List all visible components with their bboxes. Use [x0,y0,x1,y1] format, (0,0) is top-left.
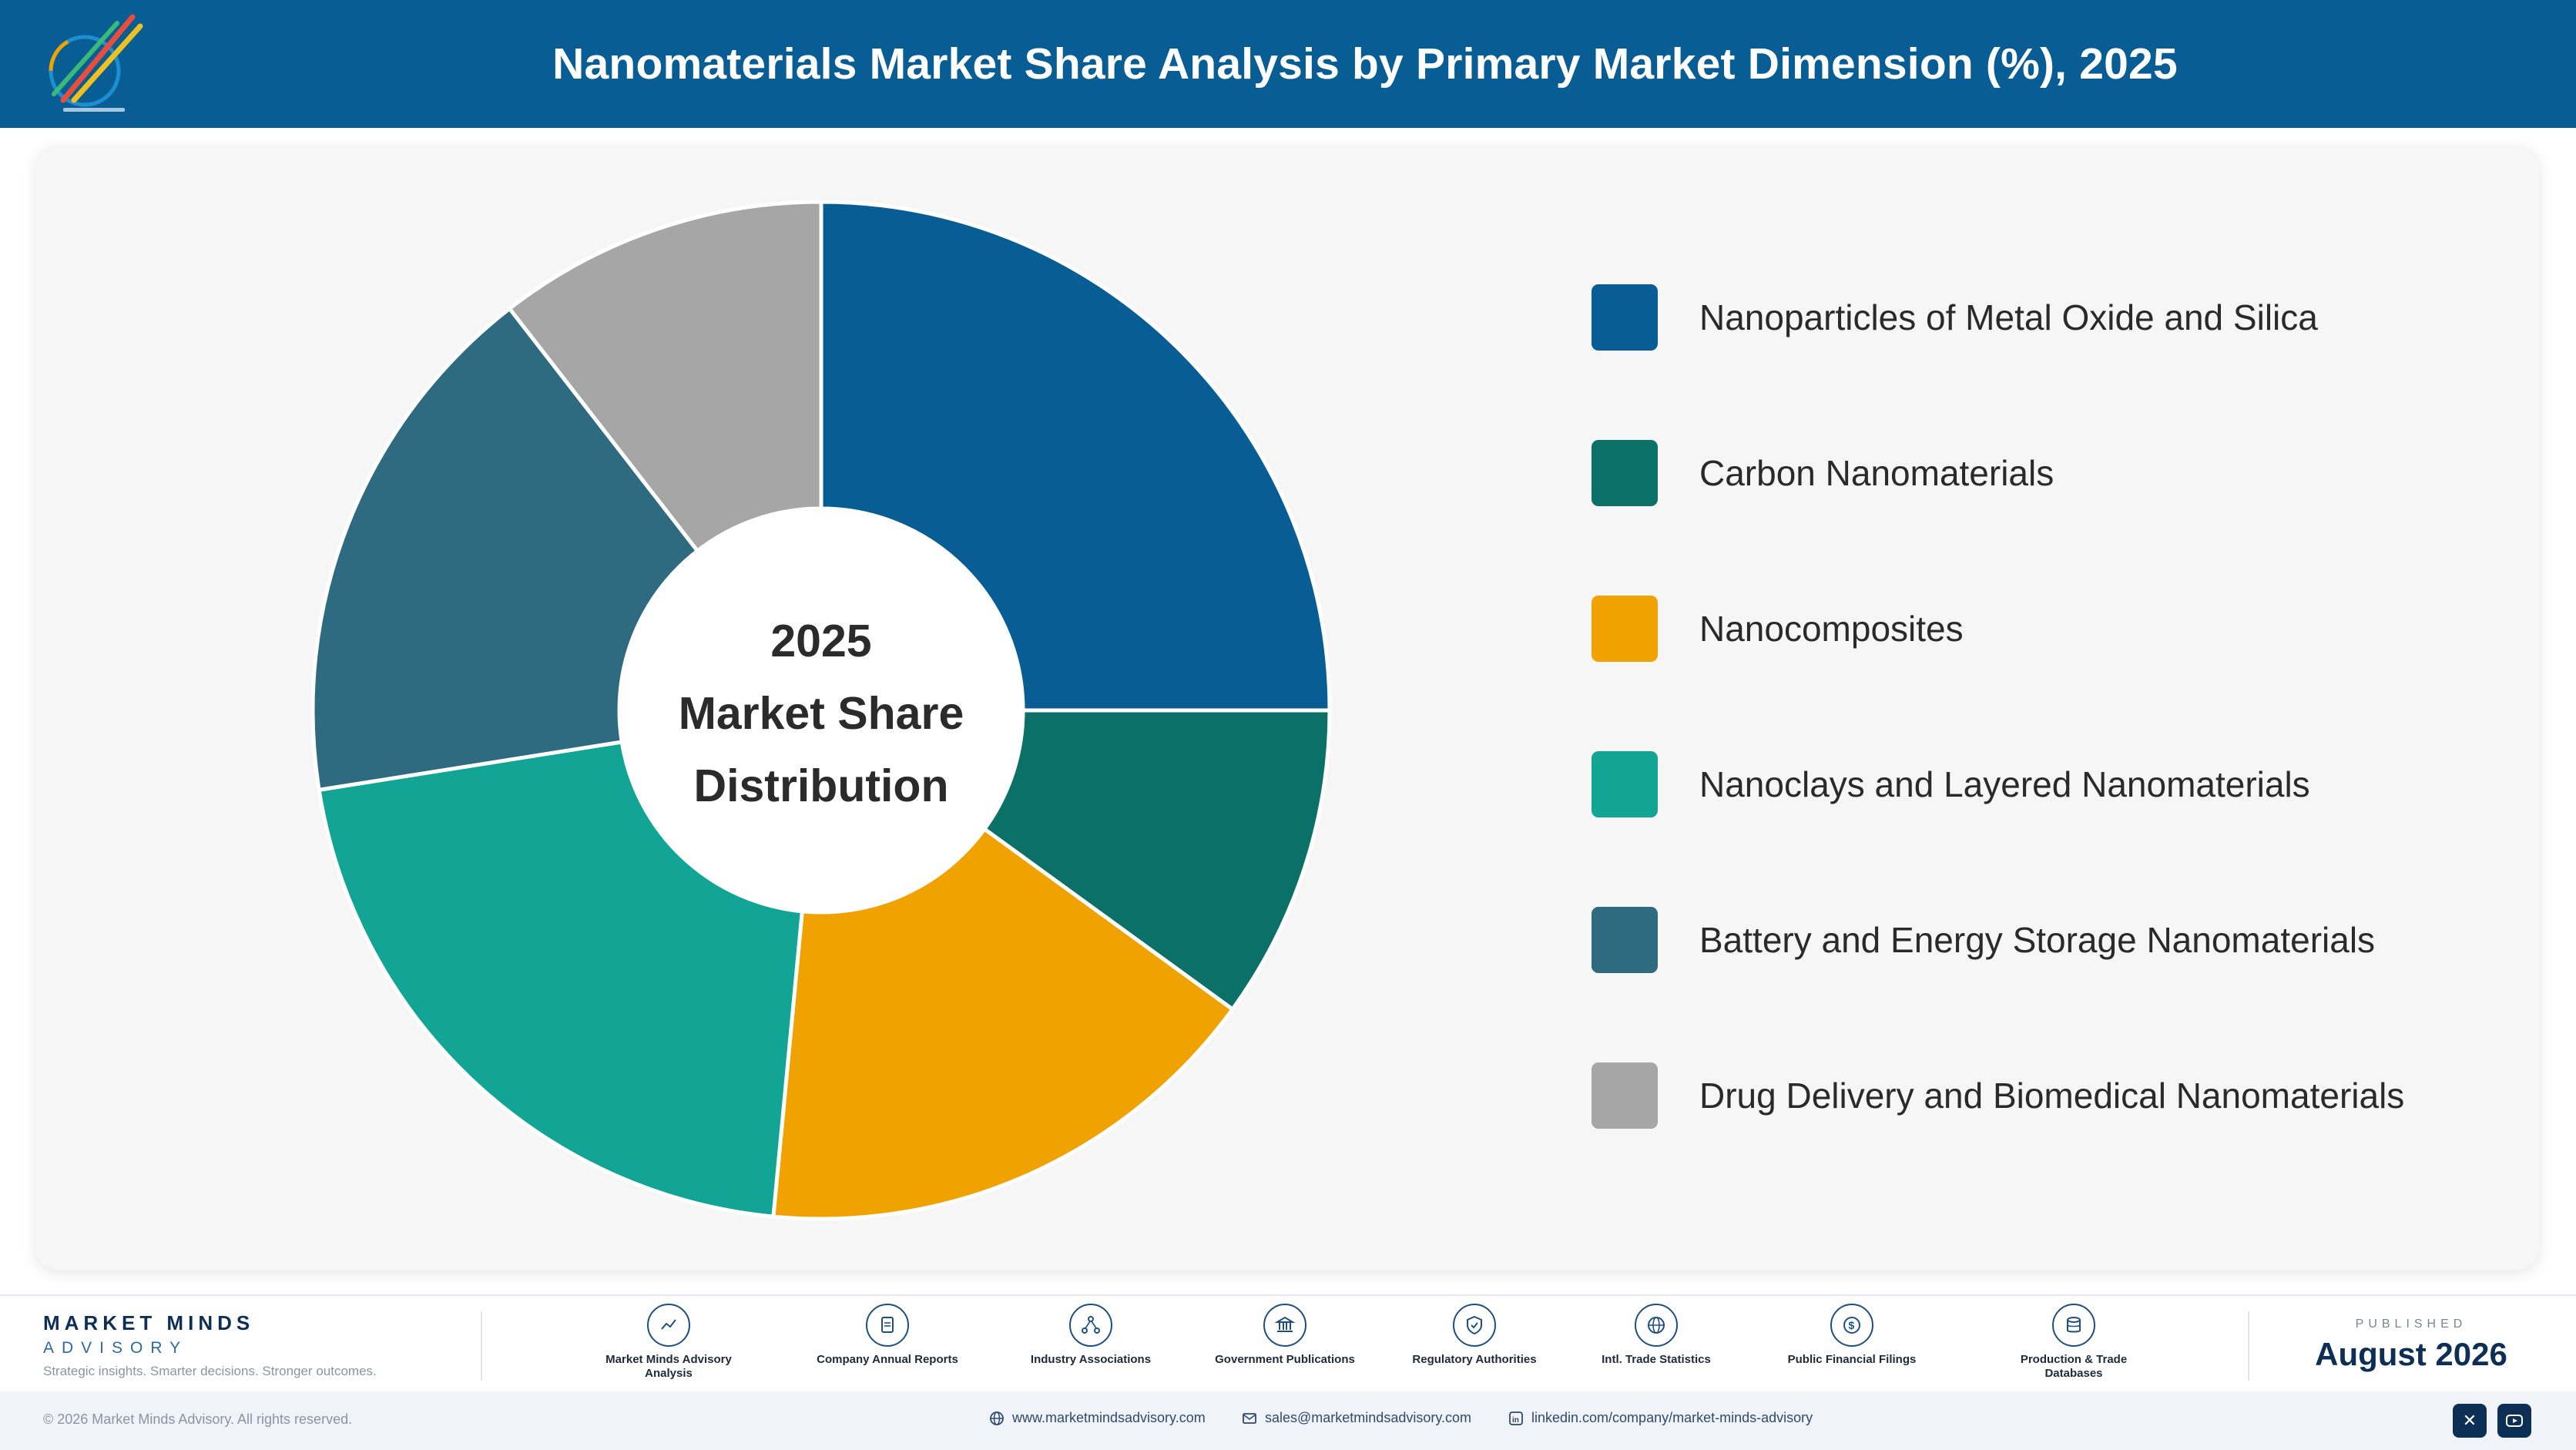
legend-label: Nanoparticles of Metal Oxide and Silica [1699,297,2318,337]
legend-item: Drug Delivery and Biomedical Nanomateria… [1592,1062,2404,1129]
legend-swatch [1592,596,1658,662]
linkedin-link[interactable]: in linkedin.com/company/market-minds-adv… [1508,1410,1813,1426]
legend-swatch [1592,751,1658,817]
legend-label: Nanocomposites [1699,609,1964,649]
brand-tagline: Strategic insights. Smarter decisions. S… [43,1364,377,1378]
legend-label: Carbon Nanomaterials [1699,453,2054,493]
x-icon[interactable]: ✕ [2453,1404,2487,1438]
source-item: Intl. Trade Statistics [1575,1304,1737,1367]
legend-swatch [1592,907,1658,973]
mail-icon [1243,1412,1256,1424]
source-label: Public Financial Filings [1787,1353,1917,1366]
linkedin-icon: in [1509,1411,1523,1425]
website-link[interactable]: www.marketmindsadvisory.com [989,1410,1206,1426]
database-icon [2052,1304,2095,1347]
center-label-line-3: Distribution [693,760,949,811]
donut-hole [619,509,1023,912]
legend-item: Nanoclays and Layered Nanomaterials [1592,750,2310,818]
linkedin-text: linkedin.com/company/market-minds-adviso… [1531,1410,1813,1425]
shield-check-icon [1453,1304,1496,1347]
legend-swatch [1592,440,1658,506]
center-label-line-2: Market Share [678,688,964,739]
svg-text:$: $ [1849,1319,1855,1331]
legend-swatch [1592,1062,1658,1129]
legend-item: Nanocomposites [1592,595,1964,663]
page-title: Nanomaterials Market Share Analysis by P… [552,39,2178,89]
legend-swatch [1592,284,1658,351]
published-date: August 2026 [2315,1336,2507,1372]
chart-card: 2025 Market Share Distribution Nanoparti… [35,146,2539,1270]
brand-name: MARKET MINDS [43,1311,255,1334]
source-label: Government Publications [1215,1353,1355,1366]
legend-label: Battery and Energy Storage Nanomaterials [1699,920,2376,960]
source-label: Company Annual Reports [817,1353,958,1366]
globe-icon [990,1411,1004,1425]
published-label: PUBLISHED [2355,1317,2467,1331]
divider [481,1311,482,1381]
center-label-year: 2025 [770,616,872,666]
globe-icon [1635,1304,1678,1347]
copyright: © 2026 Market Minds Advisory. All rights… [43,1411,353,1427]
source-item: Industry Associations [1010,1304,1172,1367]
email-link[interactable]: sales@marketmindsadvisory.com [1242,1410,1471,1426]
legend-item: Battery and Energy Storage Nanomaterials [1592,906,2375,974]
source-item: Company Annual Reports [807,1304,968,1367]
legend-item: Nanoparticles of Metal Oxide and Silica [1592,284,2318,351]
source-label: Intl. Trade Statistics [1602,1353,1711,1366]
footer: MARKET MINDS ADVISORY Strategic insights… [0,1294,2576,1391]
document-icon [866,1304,909,1347]
brand-sub: ADVISORY [43,1339,189,1357]
source-label: Market Minds Advisory Analysis [605,1353,732,1380]
legend-item: Carbon Nanomaterials [1592,439,2054,507]
legend-label: Nanoclays and Layered Nanomaterials [1699,764,2310,804]
source-label: Regulatory Authorities [1412,1353,1537,1366]
source-label: Industry Associations [1030,1353,1152,1366]
dollar-coin-icon: $ [1830,1304,1873,1347]
legend-label: Drug Delivery and Biomedical Nanomateria… [1699,1076,2405,1116]
email-text: sales@marketmindsadvisory.com [1265,1410,1472,1425]
network-icon [1069,1304,1112,1347]
svg-text:in: in [1512,1416,1519,1425]
source-item: Market Minds Advisory Analysis [588,1304,750,1381]
source-item: Government Publications [1204,1304,1366,1367]
source-item: Regulatory Authorities [1394,1304,1555,1367]
source-item: Production & Trade Databases [1993,1304,2155,1381]
building-icon [1263,1304,1306,1347]
youtube-icon[interactable] [2497,1404,2531,1438]
source-item: $ Public Financial Filings [1771,1304,1933,1367]
donut-chart [310,200,1332,1221]
divider [2248,1311,2249,1381]
header-bar: Nanomaterials Market Share Analysis by P… [0,0,2576,128]
source-label: Production & Trade Databases [2020,1353,2128,1380]
bottom-bar: © 2026 Market Minds Advisory. All rights… [0,1391,2576,1450]
chart-line-icon [647,1304,690,1347]
market-minds-logo [49,14,143,112]
website-text: www.marketmindsadvisory.com [1012,1410,1206,1425]
